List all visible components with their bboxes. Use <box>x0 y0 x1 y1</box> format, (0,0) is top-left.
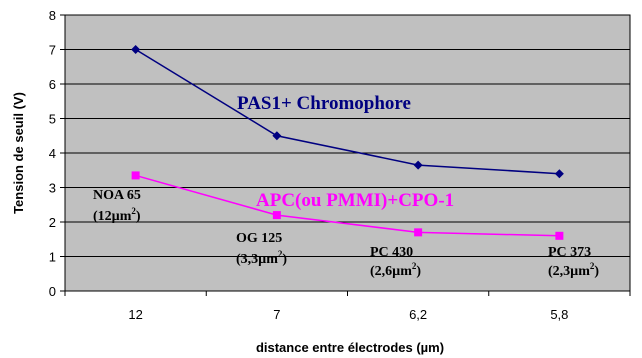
series-1-line <box>135 48 560 175</box>
x-tick-label: 7 <box>273 307 280 322</box>
y-tick-labels: 0 1 2 3 4 5 6 7 8 <box>49 8 56 299</box>
annotation-noa65: NOA 65 (12µm2) <box>93 188 141 224</box>
x-tick-label: 5,8 <box>550 307 568 322</box>
y-tick-label: 7 <box>49 43 56 58</box>
series-2-line <box>135 174 560 237</box>
series-1 <box>131 45 564 179</box>
y-axis-title: Tension de seuil (V) <box>11 92 26 214</box>
y-tick-label: 6 <box>49 77 56 92</box>
data-point-diamond <box>131 45 141 54</box>
y-tick-label: 2 <box>49 215 56 230</box>
data-point-square <box>414 228 423 237</box>
data-point-square <box>131 171 140 180</box>
x-tick-label: 12 <box>128 307 142 322</box>
data-point-square <box>272 211 281 220</box>
y-tick-label: 4 <box>49 146 56 161</box>
series-group <box>131 45 564 240</box>
annotation-noa65-name: NOA 65 <box>93 188 141 203</box>
series-2 <box>131 171 564 240</box>
x-tick-label: 6,2 <box>409 307 427 322</box>
x-tick-labels: 12 7 6,2 5,8 <box>128 307 568 322</box>
annotation-og125-detail: (3,3µm2) <box>236 249 287 267</box>
axes <box>60 14 631 296</box>
annotation-pc373-name: PC 373 <box>548 245 591 260</box>
annotation-pc430-name: PC 430 <box>370 245 413 260</box>
data-point-diamond <box>272 131 282 141</box>
annotation-pc430-detail: (2,6µm2) <box>370 261 421 279</box>
y-tick-label: 1 <box>49 250 56 265</box>
annotation-pc430: PC 430 (2,6µm2) <box>370 245 421 279</box>
x-axis-title: distance entre électrodes (µm) <box>256 340 444 355</box>
y-tick-label: 0 <box>49 284 56 299</box>
series-label-2: APC(ou PMMI)+CPO-1 <box>256 190 454 211</box>
series-label-1: PAS1+ Chromophore <box>237 93 411 114</box>
y-tick-label: 5 <box>49 112 56 127</box>
y-tick-label: 3 <box>49 181 56 196</box>
annotation-og125: OG 125 (3,3µm2) <box>236 231 287 267</box>
y-tick-label: 8 <box>49 8 56 23</box>
annotation-labels: NOA 65 (12µm2) OG 125 (3,3µm2) PC 430 (2… <box>93 188 599 279</box>
annotation-pc373-detail: (2,3µm2) <box>548 261 599 279</box>
annotation-noa65-detail: (12µm2) <box>93 206 141 224</box>
gridlines <box>65 49 630 257</box>
data-point-diamond <box>413 160 423 170</box>
data-point-square <box>555 231 564 240</box>
data-point-diamond <box>554 169 564 179</box>
annotation-og125-name: OG 125 <box>236 231 282 246</box>
annotation-pc373: PC 373 (2,3µm2) <box>548 245 599 279</box>
